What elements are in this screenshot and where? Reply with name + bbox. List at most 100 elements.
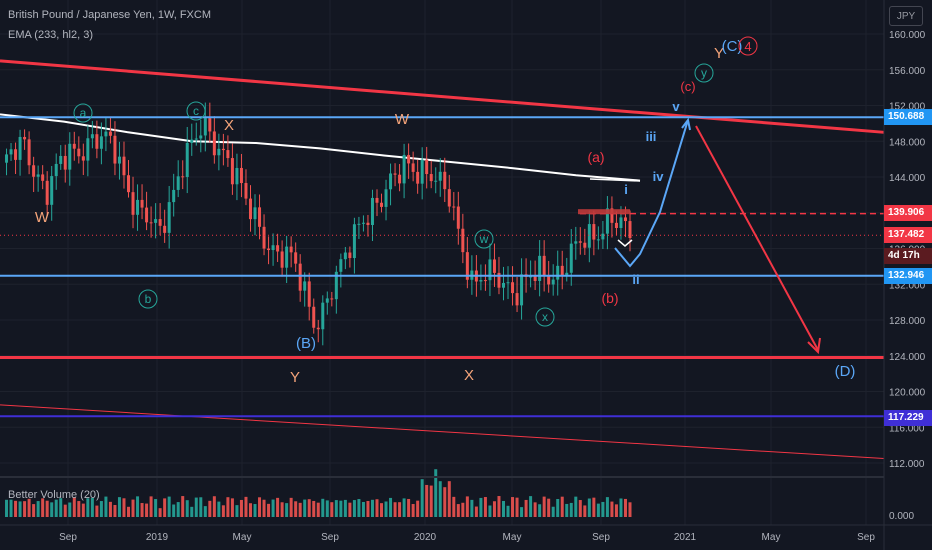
candle-body <box>145 207 149 223</box>
wave-label: Y <box>714 45 724 62</box>
volume-bar <box>357 499 361 517</box>
volume-bar <box>470 499 474 517</box>
volume-bar <box>515 497 519 517</box>
candle-body <box>447 189 451 207</box>
wave-label: b <box>145 292 152 306</box>
volume-bar <box>605 497 609 517</box>
candle-body <box>36 174 40 177</box>
currency-button[interactable]: JPY <box>889 6 923 26</box>
volume-bar <box>23 501 27 517</box>
candle-body <box>181 176 185 178</box>
candle-body <box>533 276 537 281</box>
volume-bar <box>443 487 447 517</box>
candle-body <box>429 174 433 182</box>
y-tick-label: 116.000 <box>889 423 925 434</box>
blue-projection-path <box>614 119 689 268</box>
volume-bar <box>145 503 149 517</box>
volume-bar <box>14 500 18 517</box>
y-tick-label: 124.000 <box>889 352 926 363</box>
y-tick-label: 128.000 <box>889 316 926 327</box>
volume-bar <box>230 498 234 517</box>
wave-label: (C) <box>722 38 743 55</box>
volume-bar <box>538 504 542 517</box>
candle-body <box>461 228 465 253</box>
wave-label: Y <box>290 369 300 386</box>
wave-label: w <box>479 232 489 246</box>
volume-bar <box>565 503 569 517</box>
upper-red-trendline <box>0 59 885 134</box>
volume-bar <box>294 501 298 517</box>
candle-body <box>352 224 356 259</box>
wave-label: X <box>224 117 234 134</box>
volume-bar <box>267 503 271 517</box>
candle-body <box>321 302 325 330</box>
volume-bar <box>596 503 600 517</box>
red-projection-line <box>695 125 819 351</box>
volume-bar <box>95 505 99 517</box>
wave-label: (D) <box>835 363 856 380</box>
volume-bar <box>461 502 465 517</box>
volume-bar <box>285 503 289 517</box>
volume-bar <box>380 503 384 517</box>
volume-bar <box>185 500 189 517</box>
volume-tick-label: 0.000 <box>889 511 914 522</box>
candle-body <box>149 222 153 224</box>
volume-bar <box>248 503 252 517</box>
candle-body <box>501 282 505 288</box>
candle-body <box>628 221 632 239</box>
ema-233-path <box>0 113 641 182</box>
wave-label: v <box>672 99 680 114</box>
volume-bar <box>501 500 505 517</box>
candle-body <box>515 293 519 306</box>
volume-bar <box>542 496 546 517</box>
candle-body <box>488 259 492 281</box>
volume-bar <box>447 481 451 517</box>
candle-body <box>511 282 515 294</box>
candle-body <box>560 265 564 276</box>
candle-body <box>208 118 212 132</box>
volume-bar <box>316 502 320 517</box>
volume-bar <box>398 502 402 517</box>
ema-indicator-label[interactable]: EMA (233, hl2, 3) <box>8 29 93 41</box>
candle-body <box>221 148 225 151</box>
volume-indicator-label[interactable]: Better Volume (20) <box>8 489 100 501</box>
candle-body <box>529 276 533 278</box>
x-tick-label: Sep <box>59 532 77 543</box>
volume-bar <box>402 498 406 517</box>
volume-bar <box>262 499 266 517</box>
candlestick-series <box>5 102 632 346</box>
candle-body <box>452 206 456 208</box>
volume-bar <box>429 485 433 517</box>
volume-bar <box>578 500 582 517</box>
symbol-title[interactable]: British Pound / Japanese Yen, 1W, FXCM <box>8 9 212 21</box>
candle-body <box>312 306 316 328</box>
volume-bar <box>623 498 627 517</box>
candle-body <box>253 207 257 220</box>
volume-bar <box>325 500 329 517</box>
candle-body <box>226 150 230 159</box>
wave-label: W <box>35 209 50 226</box>
wave-circle <box>694 63 714 83</box>
volume-bar <box>108 501 112 517</box>
wave-label: (b) <box>601 290 618 306</box>
volume-bar <box>601 501 605 517</box>
volume-bar <box>361 501 365 517</box>
candle-body <box>605 208 609 234</box>
volume-bar <box>420 479 424 517</box>
candle-body <box>154 219 158 223</box>
volume-bar <box>104 496 108 517</box>
candle-body <box>420 159 424 184</box>
descending-thin-red-line <box>0 404 885 460</box>
candle-body <box>578 241 582 243</box>
candle-body <box>366 222 370 225</box>
candle-body <box>542 255 546 277</box>
volume-bar <box>474 506 478 517</box>
volume-bar <box>258 497 262 517</box>
candle-body <box>465 252 469 280</box>
volume-bar <box>321 498 325 517</box>
volume-bar <box>506 505 510 517</box>
volume-bar <box>551 506 555 517</box>
volume-bar <box>68 502 72 517</box>
